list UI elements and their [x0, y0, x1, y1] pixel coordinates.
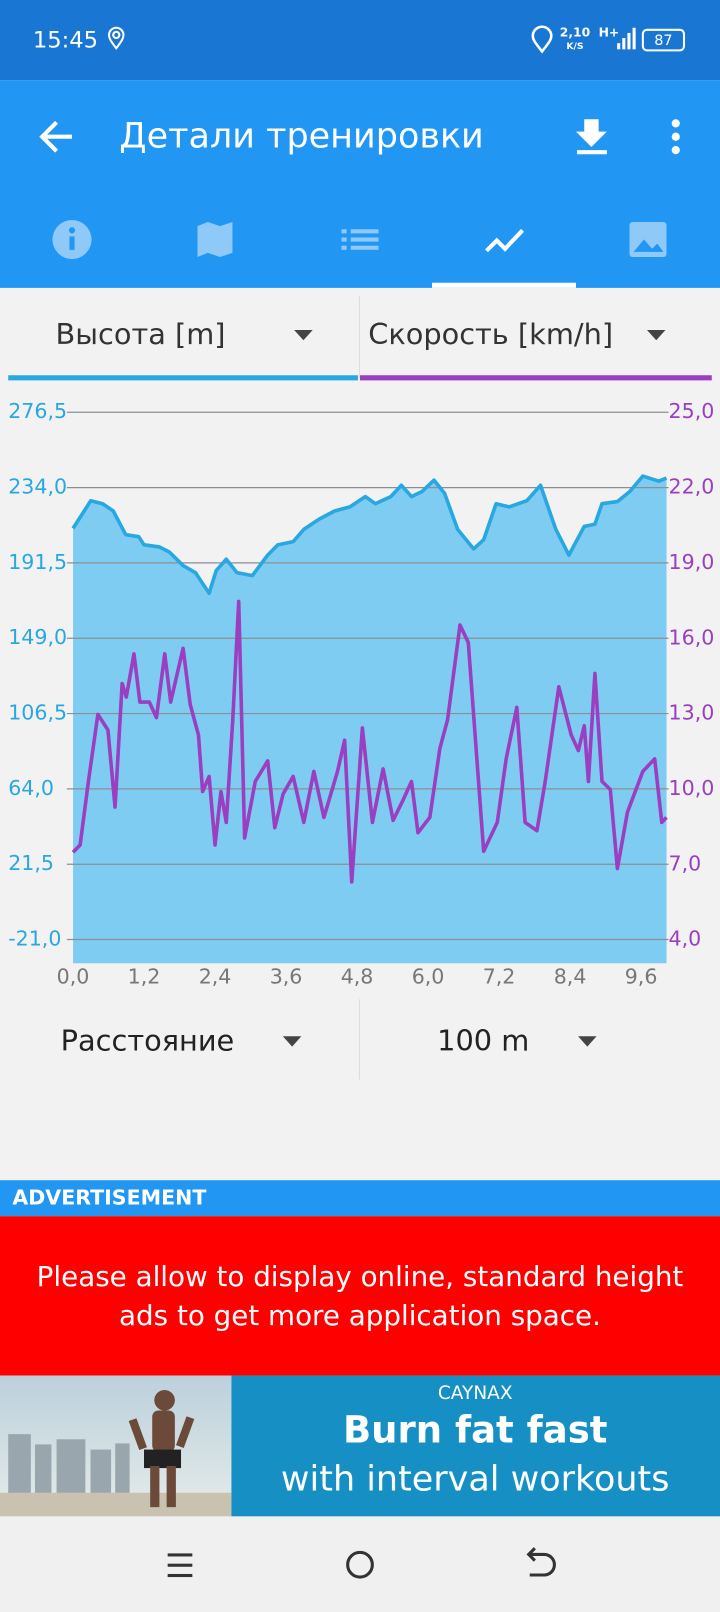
ad-banner[interactable]: CAYNAX Burn fat fast with interval worko…: [0, 1375, 720, 1517]
dropdown-arrow[interactable]: [282, 1036, 302, 1047]
y2-tick-label: 7,0: [669, 851, 702, 875]
network-type: H+: [599, 25, 620, 39]
x-tick-label: 1,2: [128, 965, 161, 989]
clock: 15:45: [33, 28, 98, 54]
net-speed: 2,10: [560, 25, 590, 39]
y-tick-label: 106,5: [8, 701, 67, 725]
nav-menu[interactable]: [167, 1553, 193, 1578]
left-series-selector[interactable]: Высота [m]: [56, 317, 226, 351]
dropdown-arrow[interactable]: [578, 1036, 597, 1047]
y2-tick-label: 19,0: [669, 550, 715, 574]
right-series-selector[interactable]: Скорость [km/h]: [368, 317, 613, 351]
dropdown-arrow[interactable]: [646, 330, 666, 341]
download-button[interactable]: [576, 119, 607, 155]
gps-icon: [531, 25, 553, 54]
y-tick-label: 64,0: [8, 776, 54, 800]
tab-indicator: [432, 282, 576, 288]
x-tick-label: 0,0: [57, 965, 90, 989]
nav-home[interactable]: [346, 1550, 374, 1579]
x-tick-label: 6,0: [412, 965, 445, 989]
y-tick-label: 276,5: [8, 399, 67, 423]
y-tick-label: 21,5: [8, 851, 54, 875]
ad-notice[interactable]: [0, 1216, 720, 1376]
battery-icon: [641, 28, 686, 52]
ad-tagline: with interval workouts: [281, 1459, 670, 1499]
chart: -21,0 21,5 64,0 106,5 149,0 191,5 234,0 276,5 4,…: [8, 399, 714, 988]
tab-chart[interactable]: [485, 228, 525, 253]
y-tick-label: -21,0: [8, 927, 61, 951]
net-unit: K/S: [566, 41, 583, 52]
y2-tick-label: 25,0: [669, 399, 715, 423]
signal-icon: [617, 27, 636, 50]
tab-info[interactable]: [52, 220, 92, 260]
tab-photos[interactable]: [629, 222, 667, 258]
location-icon: [107, 26, 125, 51]
y-tick-label: 149,0: [8, 625, 67, 649]
elevation-area: [73, 476, 667, 964]
ad-headline: Burn fat fast: [343, 1409, 607, 1452]
ad-notice-text: Please allow to display online, standard…: [37, 1260, 684, 1293]
status-bar: [0, 0, 720, 81]
menu-button[interactable]: [671, 119, 680, 155]
divider: [358, 999, 360, 1080]
y2-tick-label: 4,0: [669, 927, 702, 951]
left-series-underline: [8, 375, 358, 381]
back-button[interactable]: [39, 120, 72, 153]
series-line: [71, 474, 668, 596]
x-axis-selector[interactable]: Расстояние: [61, 1023, 235, 1057]
dropdown-arrow[interactable]: [294, 330, 313, 341]
ad-header: [0, 1180, 720, 1217]
tab-list[interactable]: [341, 229, 379, 250]
ad-notice-text: ads to get more application space.: [119, 1299, 601, 1332]
y2-tick-label: 13,0: [669, 701, 715, 725]
x-tick-label: 9,6: [625, 965, 658, 989]
interval-selector[interactable]: 100 m: [437, 1023, 529, 1057]
tab-map[interactable]: [197, 222, 233, 258]
series-line: [71, 599, 668, 884]
y2-tick-label: 10,0: [669, 776, 715, 800]
ad-brand: CAYNAX: [438, 1383, 513, 1404]
divider: [358, 296, 360, 379]
battery-level: 87: [654, 33, 672, 49]
app-bar: [0, 80, 720, 288]
y-tick-label: 191,5: [8, 550, 67, 574]
x-tick-label: 4,8: [341, 965, 374, 989]
x-tick-label: 7,2: [483, 965, 516, 989]
right-series-underline: [360, 375, 712, 381]
screen-title: Детали тренировки: [119, 117, 483, 157]
y-tick-label: 234,0: [8, 475, 67, 499]
x-tick-label: 3,6: [270, 965, 303, 989]
y2-tick-label: 22,0: [669, 475, 715, 499]
y2-tick-label: 16,0: [669, 625, 715, 649]
x-tick-label: 8,4: [554, 965, 587, 989]
x-tick-label: 2,4: [199, 965, 232, 989]
ad-label: ADVERTISEMENT: [12, 1186, 206, 1210]
nav-bar: [0, 1516, 720, 1612]
nav-back[interactable]: [526, 1547, 556, 1577]
